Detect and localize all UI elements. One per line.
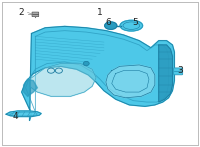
Polygon shape	[30, 64, 96, 96]
Circle shape	[83, 61, 89, 66]
Polygon shape	[159, 45, 172, 102]
Ellipse shape	[105, 22, 117, 29]
Polygon shape	[106, 65, 155, 98]
Text: 4: 4	[13, 112, 19, 121]
Polygon shape	[6, 111, 41, 117]
Text: 2: 2	[19, 8, 24, 17]
Ellipse shape	[120, 20, 143, 31]
Polygon shape	[24, 79, 37, 96]
FancyBboxPatch shape	[32, 12, 39, 17]
Text: 3: 3	[177, 66, 183, 75]
FancyBboxPatch shape	[174, 68, 183, 75]
Text: 1: 1	[97, 8, 103, 17]
Text: 5: 5	[132, 18, 138, 27]
Text: 6: 6	[105, 18, 111, 27]
Polygon shape	[22, 26, 174, 121]
